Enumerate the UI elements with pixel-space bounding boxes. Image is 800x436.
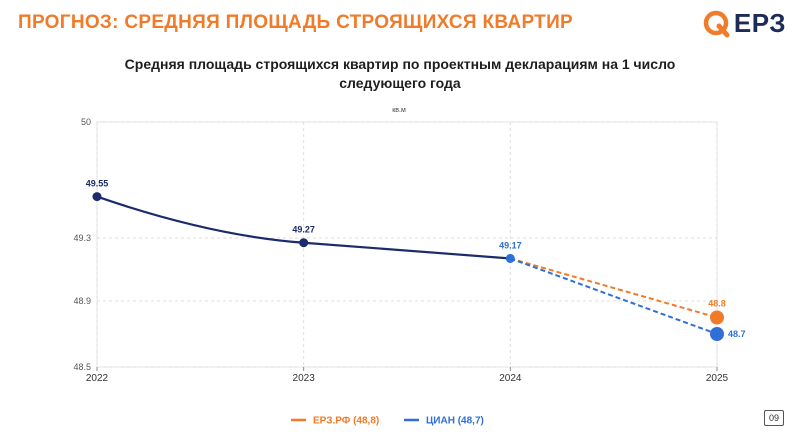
data-label: 48.8: [708, 299, 726, 309]
y-tick-label: 49.3: [73, 233, 91, 243]
x-tick-label: 2023: [293, 373, 316, 384]
logo-q-icon: [703, 10, 730, 37]
data-label: 48.7: [728, 329, 746, 339]
x-tick-label: 2024: [499, 373, 522, 384]
y-axis-unit-label: кв.м: [392, 107, 406, 114]
logo-text: ЕРЗ: [733, 8, 786, 38]
data-point: [299, 238, 309, 248]
x-tick-label: 2025: [706, 373, 729, 384]
data-point: [505, 253, 515, 263]
page-number: 09: [764, 410, 784, 426]
y-tick-label: 48.5: [73, 362, 91, 372]
chart-title: Средняя площадь строящихся квартир по пр…: [124, 56, 676, 91]
x-tick-label: 2022: [86, 373, 109, 384]
y-tick-label: 50: [81, 117, 91, 127]
plot-frame: [96, 121, 718, 368]
data-label: 49.17: [499, 240, 522, 250]
page-title: ПРОГНОЗ: СРЕДНЯЯ ПЛОЩАДЬ СТРОЯЩИХСЯ КВАР…: [18, 12, 574, 33]
logo: ЕРЗ: [702, 8, 786, 39]
forecast-end-point: [710, 310, 724, 325]
data-point: [92, 192, 102, 202]
y-tick-label: 48.9: [73, 296, 91, 306]
legend-label: ЕРЗ.РФ (48,8): [313, 416, 379, 427]
legend-label: ЦИАН (48,7): [426, 416, 484, 427]
data-label: 49.27: [292, 225, 315, 235]
forecast-line: [510, 257, 718, 319]
data-label: 49.55: [86, 179, 109, 189]
forecast-line: [509, 257, 718, 335]
forecast-end-point: [710, 327, 724, 341]
